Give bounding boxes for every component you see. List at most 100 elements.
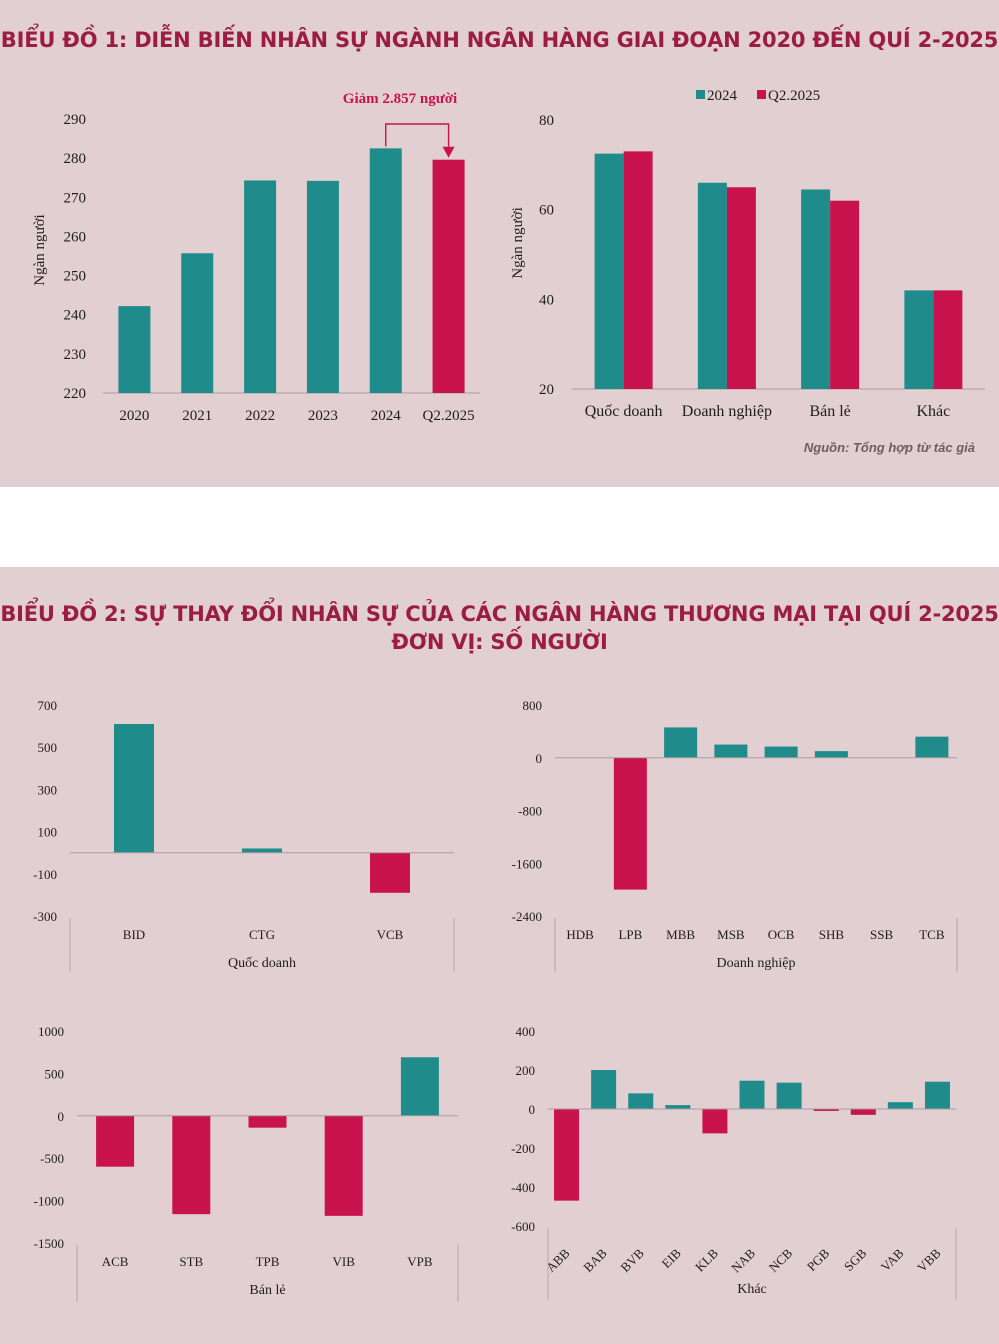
x-tick-label: Quốc doanh	[585, 403, 663, 420]
x-tick-label: 2024	[371, 408, 402, 424]
bar-2021	[181, 253, 214, 393]
x-tick-label: NCB	[766, 1245, 796, 1275]
x-tick-label: 2020	[119, 408, 149, 424]
x-tick-label: VCB	[377, 927, 404, 942]
x-tick-label: KLB	[692, 1245, 721, 1274]
x-tick-label: SHB	[819, 927, 845, 942]
bar-VAB	[887, 1102, 913, 1109]
y-tick-label: 280	[64, 151, 87, 167]
x-tick-label: SGB	[841, 1245, 870, 1274]
y-tick-label: 220	[64, 386, 87, 402]
bar-TPB	[248, 1115, 287, 1128]
x-tick-label: BAB	[580, 1245, 610, 1275]
y-tick-label: -1000	[34, 1194, 64, 1209]
y-tick-label: 500	[45, 1066, 65, 1081]
x-tick-label: NAB	[728, 1245, 758, 1275]
y-tick-label: -600	[511, 1219, 535, 1234]
x-tick-label: MSB	[717, 927, 745, 942]
bar-MBB	[664, 727, 698, 758]
x-tick-label: BVB	[617, 1245, 647, 1275]
y-tick-label: 40	[539, 292, 554, 308]
bar-STB	[172, 1115, 211, 1215]
bar-LPB	[613, 757, 647, 890]
y-tick-label: 80	[539, 113, 554, 129]
chart-group-staff: 20 40 60 80 Ngàn người Quốc doanh Doanh nghiệp…	[510, 88, 985, 420]
x-tick-label: 2023	[308, 408, 338, 424]
bar-Bán lẻ-2024	[801, 189, 831, 389]
chart2-title-line1: BIỂU ĐỒ 2: SỰ THAY ĐỔI NHÂN SỰ CỦA CÁC N…	[0, 602, 999, 626]
legend-swatch-2024	[696, 90, 705, 99]
x-tick-label: HDB	[566, 927, 594, 942]
y-tick-label: -500	[40, 1151, 64, 1166]
bar-MSB	[714, 744, 748, 758]
x-tick-label: TPB	[256, 1254, 280, 1269]
x-tick-label: STB	[179, 1254, 203, 1269]
bar-VBB	[924, 1081, 950, 1109]
chart1-title: BIỂU ĐỒ 1: DIỄN BIẾN NHÂN SỰ NGÀNH NGÂN …	[0, 28, 999, 52]
bar-Doanh nghiệp-2024	[697, 182, 727, 389]
y-tick-label: -800	[518, 804, 542, 819]
bar-CTG	[242, 848, 282, 853]
x-tick-label: Bán lẻ	[809, 403, 850, 420]
x-tick-label: LPB	[618, 927, 642, 942]
y-tick-label: 800	[523, 698, 543, 713]
x-tick-label: EIB	[659, 1245, 685, 1271]
y-tick-label: -100	[33, 867, 57, 882]
y-tick-label: 300	[38, 782, 58, 797]
y-tick-label: 230	[64, 347, 87, 363]
group-label: Bán lẻ	[249, 1283, 285, 1298]
bar-Khác-2024	[904, 290, 934, 389]
group-label: Khác	[737, 1282, 767, 1297]
x-tick-label: ACB	[102, 1254, 129, 1269]
chart-panel-2: BIỂU ĐỒ 2: SỰ THAY ĐỔI NHÂN SỰ CỦA CÁC N…	[0, 567, 999, 1344]
x-tick-label: SSB	[870, 927, 893, 942]
y-tick-label: 400	[516, 1024, 536, 1039]
x-tick-label: 2021	[182, 408, 212, 424]
chart-ban-le: -1500 -1000 -500 0 500 1000 ACB STB TPB VIB VPB Bán…	[34, 1024, 459, 1302]
x-tick-label: VPB	[407, 1254, 433, 1269]
group-label: Quốc doanh	[228, 956, 296, 971]
chart-quoc-doanh: -300 -100 100 300 500 700 BID CTG VCB Quốc doanh	[33, 698, 455, 972]
bar-Quốc doanh-Q2.2025	[623, 151, 653, 389]
bar-Bán lẻ-Q2.2025	[830, 200, 860, 389]
bar-Q2.2025	[432, 159, 465, 393]
x-tick-label: VAB	[878, 1245, 907, 1274]
y-tick-label: -1500	[34, 1236, 64, 1251]
bar-VPB	[400, 1057, 439, 1116]
x-tick-label: 2022	[245, 408, 275, 424]
y-tick-label: 20	[539, 382, 554, 398]
callout-arrowhead	[442, 146, 455, 158]
x-tick-label: CTG	[249, 927, 275, 942]
bar-SGB	[850, 1109, 876, 1115]
chart-panel-1: BIỂU ĐỒ 1: DIỄN BIẾN NHÂN SỰ NGÀNH NGÂN …	[0, 0, 999, 487]
y-tick-label: 1000	[38, 1024, 64, 1039]
chart-doanh-nghiep: -2400 -1600 -800 0 800 HDB LPB MBB MSB OCB SHB SSB T…	[512, 698, 958, 972]
legend-label: Q2.2025	[768, 88, 820, 104]
bar-ABB	[554, 1109, 580, 1201]
bar-SHB	[814, 751, 848, 758]
x-tick-label: VBB	[914, 1245, 944, 1275]
y-tick-label: -1600	[512, 856, 542, 871]
bar-ACB	[96, 1115, 135, 1167]
chart2-title-line2: ĐƠN VỊ: SỐ NGƯỜI	[391, 630, 608, 654]
bar-BVB	[628, 1093, 654, 1109]
y-tick-label: 200	[516, 1063, 536, 1078]
bar-2020	[118, 306, 151, 393]
y-tick-label: -200	[511, 1141, 535, 1156]
y-tick-label: 260	[64, 229, 87, 245]
chart-total-staff: 220 230 240 250 260 270 280 290 Ngàn người 2020 20…	[32, 91, 480, 424]
bar-NAB	[739, 1080, 765, 1109]
bar-VCB	[370, 852, 410, 893]
callout-bracket	[385, 123, 450, 148]
legend-swatch-Q2.2025	[757, 90, 766, 99]
y-tick-label: 100	[38, 825, 58, 840]
y-tick-label: 0	[536, 751, 543, 766]
bar-2023	[306, 180, 339, 393]
y-tick-label: 250	[64, 269, 87, 285]
callout-label: Giảm 2.857 người	[343, 91, 457, 107]
source-note: Nguồn: Tổng hợp từ tác giả	[803, 440, 975, 455]
bar-PGB	[813, 1109, 839, 1111]
y-tick-label: 500	[38, 740, 58, 755]
bar-NCB	[776, 1082, 802, 1109]
